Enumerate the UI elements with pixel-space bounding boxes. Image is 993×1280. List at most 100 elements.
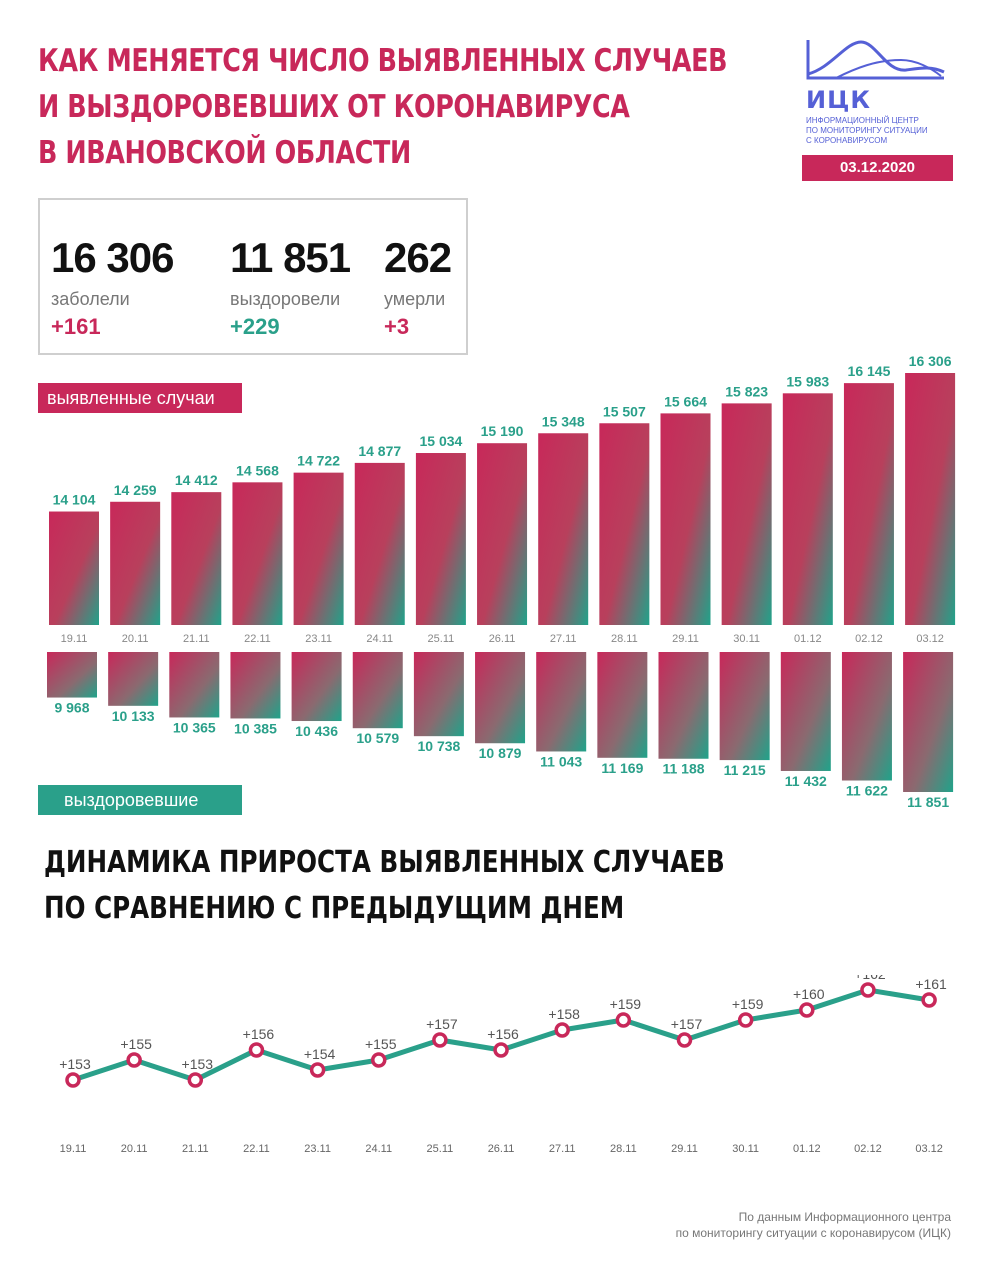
date-tick-label: 29.11 — [672, 633, 699, 645]
cases-value-label: 15 664 — [664, 393, 707, 409]
recovered-bar — [291, 652, 342, 722]
stat-delta: +3 — [384, 314, 410, 339]
growth-value-label: +162 — [854, 975, 886, 982]
growth-point — [493, 1042, 509, 1058]
growth-value-label: +159 — [610, 996, 642, 1012]
cases-value-label: 14 259 — [114, 482, 157, 498]
recovered-value-label: 11 622 — [846, 783, 888, 799]
growth-point — [921, 992, 937, 1008]
cases-bar — [477, 443, 528, 625]
cases-bar — [415, 453, 466, 625]
footer-line: По данным Информационного центра — [738, 1210, 951, 1224]
title-line: В ИВАНОВСКОЙ ОБЛАСТИ — [38, 135, 411, 171]
stats-panel: 16 306 заболели +161 11 851 выздоровели … — [38, 198, 468, 355]
cases-value-label: 16 306 — [909, 355, 952, 369]
cases-bar — [354, 462, 405, 625]
recovered-value-label: 10 738 — [417, 738, 460, 754]
logo-wave-icon — [806, 40, 945, 80]
recovered-bar — [719, 652, 770, 761]
growth-date-label: 20.11 — [121, 1143, 148, 1155]
date-tick-label: 21.11 — [183, 633, 210, 645]
cases-value-label: 14 412 — [175, 472, 218, 488]
cases-value-label: 14 104 — [53, 492, 96, 508]
recovered-value-label: 10 365 — [173, 719, 216, 735]
recovered-bar — [597, 652, 648, 758]
cases-bar — [905, 373, 956, 625]
growth-value-label: +161 — [915, 976, 947, 992]
growth-value-label: +154 — [304, 1046, 336, 1062]
section-title: ДИНАМИКА ПРИРОСТА ВЫЯВЛЕННЫХ СЛУЧАЕВ ПО … — [44, 840, 725, 932]
cases-recovered-bar-chart: 14 104 19.11 14 259 20.11 14 412 21.11 14 568 2… — [47, 355, 956, 810]
stat-value: 16 306 — [51, 234, 174, 281]
cases-value-label: 14 722 — [297, 453, 340, 469]
growth-value-label: +156 — [243, 1026, 275, 1042]
recovered-value-label: 11 432 — [785, 773, 827, 789]
section-title-line: ПО СРАВНЕНИЮ С ПРЕДЫДУЩИМ ДНЕМ — [44, 891, 625, 926]
stat-delta: +229 — [230, 314, 280, 339]
growth-value-label: +158 — [548, 1006, 580, 1022]
date-tick-label: 25.11 — [428, 633, 455, 645]
recovered-value-label: 9 968 — [54, 700, 89, 716]
date-badge: 03.12.2020 — [802, 155, 953, 181]
recovered-bar — [47, 652, 97, 698]
date-tick-label: 02.12 — [855, 633, 883, 645]
date-tick-label: 28.11 — [611, 633, 638, 645]
stat-delta: +161 — [51, 314, 101, 339]
growth-point — [187, 1072, 204, 1088]
recovered-bar — [169, 652, 220, 718]
cases-value-label: 16 145 — [848, 363, 891, 379]
date-tick-label: 20.11 — [122, 633, 149, 645]
recovered-value-label: 11 215 — [724, 762, 766, 778]
cases-value-label: 14 568 — [236, 462, 279, 478]
recovered-bar — [475, 652, 526, 744]
growth-point — [554, 1022, 570, 1038]
date-tick-label: 01.12 — [794, 633, 822, 645]
growth-date-label: 27.11 — [549, 1143, 576, 1155]
growth-date-label: 21.11 — [182, 1143, 209, 1155]
footer-line: по мониторингу ситуации с коронавирусом … — [675, 1226, 951, 1240]
cases-value-label: 15 348 — [542, 413, 585, 429]
recovered-value-label: 11 851 — [907, 794, 949, 810]
growth-point — [615, 1012, 632, 1028]
stat-label: выздоровели — [230, 289, 341, 309]
recovered-bar — [780, 652, 831, 771]
recovered-value-label: 11 188 — [662, 761, 704, 777]
cases-bar — [110, 501, 161, 625]
cases-value-label: 15 034 — [419, 433, 462, 449]
growth-value-label: +157 — [426, 1016, 458, 1032]
stat-label: умерли — [384, 289, 446, 309]
growth-point — [65, 1072, 81, 1088]
cases-bar — [599, 423, 650, 625]
cases-bar — [49, 511, 99, 625]
growth-date-label: 25.11 — [427, 1143, 454, 1155]
date-tick-label: 30.11 — [733, 633, 760, 645]
logo-desc-line: Информационный центр — [806, 116, 919, 125]
recovered-value-label: 10 879 — [479, 745, 522, 761]
growth-date-label: 22.11 — [243, 1143, 270, 1155]
recovered-value-label: 11 043 — [540, 753, 582, 769]
recovered-value-label: 10 133 — [112, 708, 155, 724]
logo-abbr: ИЦК — [806, 86, 871, 114]
growth-date-label: 02.12 — [854, 1143, 882, 1155]
cases-value-label: 14 877 — [358, 443, 401, 459]
growth-date-label: 19.11 — [60, 1143, 87, 1155]
stat-recovered: 11 851 выздоровели +229 — [230, 235, 351, 339]
growth-value-label: +159 — [732, 996, 764, 1012]
growth-point — [371, 1052, 387, 1068]
recovered-value-label: 10 579 — [356, 730, 399, 746]
growth-value-label: +153 — [182, 1056, 214, 1072]
growth-value-label: +160 — [793, 986, 825, 1002]
cases-bar — [293, 472, 344, 625]
growth-point — [126, 1052, 142, 1068]
growth-date-label: 29.11 — [671, 1143, 698, 1155]
section-title-line: ДИНАМИКА ПРИРОСТА ВЫЯВЛЕННЫХ СЛУЧАЕВ — [44, 845, 725, 880]
recovered-bar — [108, 652, 159, 706]
title-line: КАК МЕНЯЕТСЯ ЧИСЛО ВЫЯВЛЕННЫХ СЛУЧАЕВ — [38, 43, 728, 79]
cases-bar — [782, 393, 833, 625]
growth-date-label: 01.12 — [793, 1143, 821, 1155]
cases-bar — [721, 403, 772, 625]
date-tick-label: 26.11 — [489, 633, 516, 645]
cases-value-label: 15 983 — [786, 373, 829, 389]
stat-label: заболели — [51, 289, 130, 309]
growth-point — [432, 1032, 448, 1048]
